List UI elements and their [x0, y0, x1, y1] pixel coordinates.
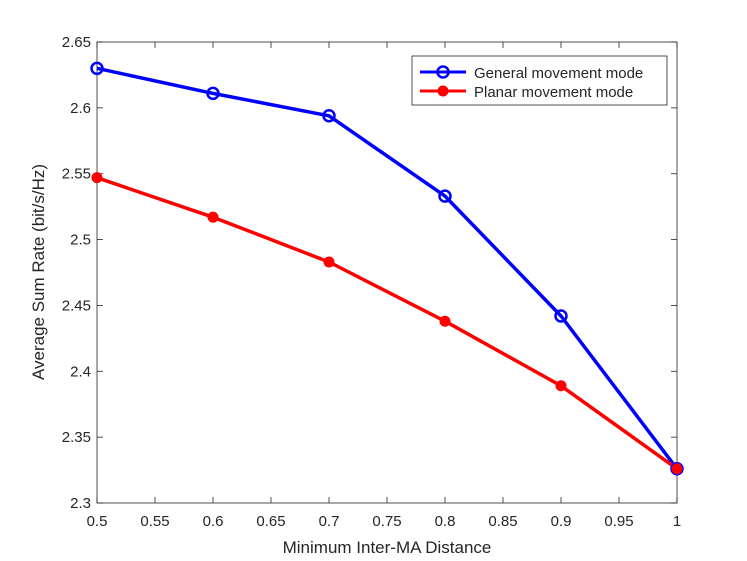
series-line-general: [96, 66, 679, 470]
x-tick-label: 0.7: [319, 513, 340, 530]
x-tick-label: 0.65: [256, 513, 285, 530]
y-axis-ticks: 2.3 2.35 2.4 2.45 2.5 2.55 2.6 2.65: [62, 34, 677, 512]
data-point-general: [438, 189, 452, 203]
y-tick-label: 2.45: [62, 297, 91, 314]
y-axis-label: Average Sum Rate (bit/s/Hz): [29, 164, 48, 380]
x-axis-ticks: 0.5 0.55 0.6 0.65 0.7 0.75 0.8 0.85 0.9 0.95 1: [87, 42, 681, 530]
data-point-planar: [671, 463, 683, 475]
y-tick-label: 2.55: [62, 166, 91, 183]
x-tick-label: 0.95: [604, 513, 633, 530]
legend-marker-general: [436, 65, 450, 79]
data-point-planar: [439, 315, 451, 327]
legend-label-planar: Planar movement mode: [474, 84, 633, 101]
x-tick-label: 0.8: [435, 513, 456, 530]
x-tick-label: 0.5: [87, 513, 108, 530]
legend-label-general: General movement mode: [474, 65, 643, 82]
data-point-planar: [207, 211, 219, 223]
y-tick-label: 2.5: [70, 232, 91, 249]
data-point-planar: [555, 380, 567, 392]
x-tick-label: 0.85: [488, 513, 517, 530]
data-point-general: [90, 61, 104, 76]
data-point-planar: [323, 256, 335, 268]
legend: General movement mode Planar movement mo…: [411, 55, 668, 106]
legend-box: [411, 55, 668, 106]
plot-area: [97, 42, 677, 503]
y-tick-label: 2.65: [62, 34, 91, 51]
data-point-general: [554, 309, 568, 323]
x-tick-label: 0.6: [203, 513, 224, 530]
y-tick-label: 2.35: [62, 429, 91, 446]
x-tick-label: 1: [673, 513, 681, 530]
x-tick-label: 0.55: [140, 513, 169, 530]
series-line-planar: [96, 176, 679, 471]
x-tick-label: 0.75: [372, 513, 401, 530]
x-tick-label: 0.9: [551, 513, 572, 530]
y-tick-label: 2.6: [70, 100, 91, 117]
legend-marker-planar: [437, 85, 449, 97]
x-axis-label: Minimum Inter-MA Distance: [283, 538, 492, 557]
series-layer: [90, 61, 684, 476]
y-tick-label: 2.4: [70, 363, 91, 380]
data-point-general: [322, 109, 336, 123]
data-point-general: [206, 86, 220, 101]
data-point-planar: [91, 172, 103, 184]
y-tick-label: 2.3: [70, 495, 91, 512]
